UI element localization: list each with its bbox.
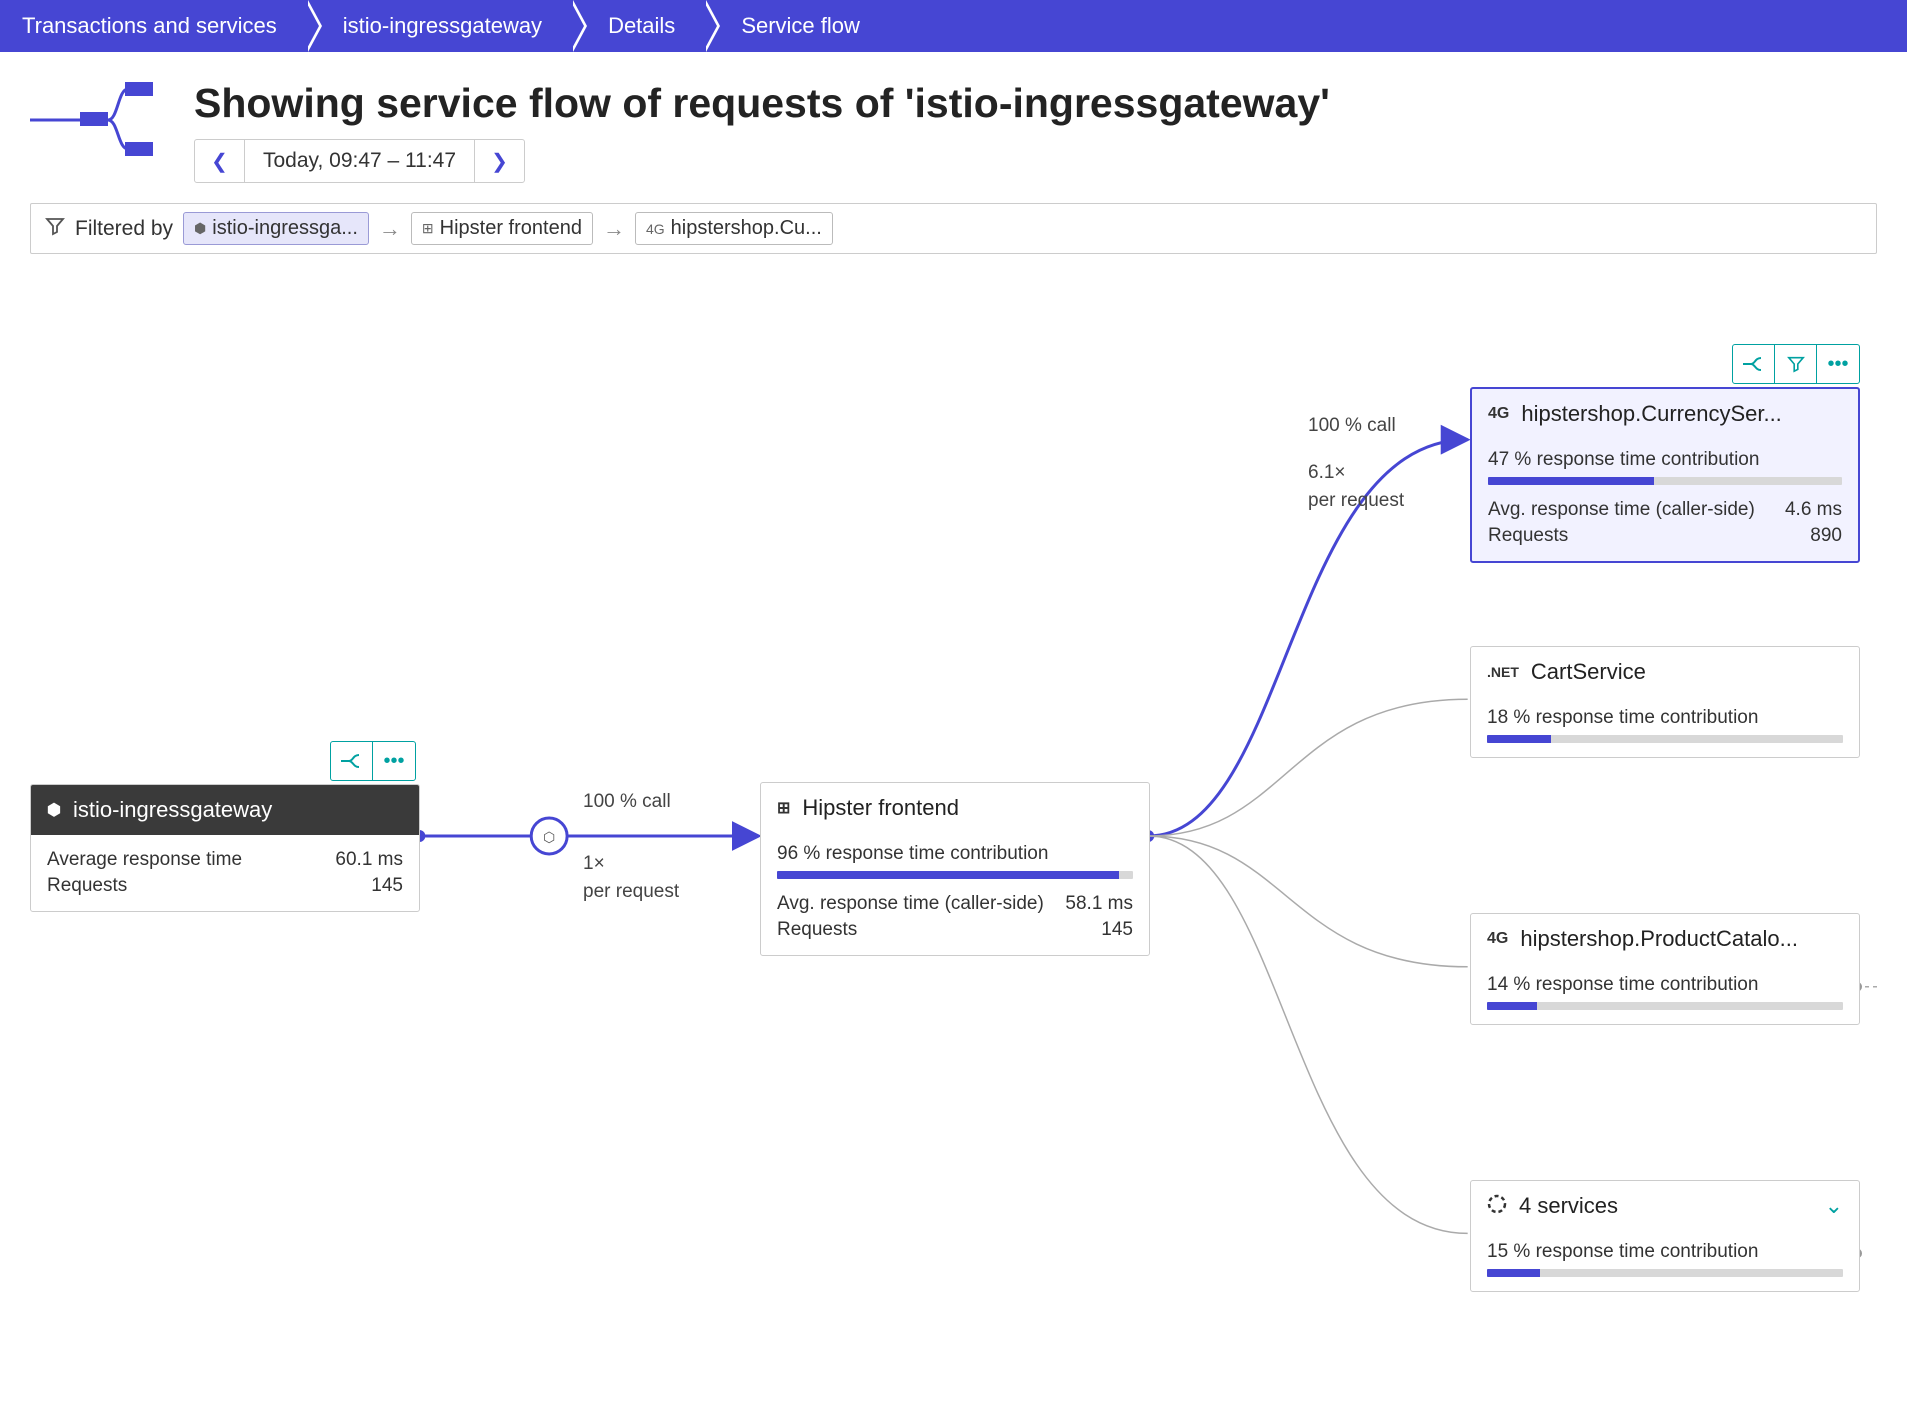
group-icon <box>1487 1194 1507 1219</box>
breadcrumb-item[interactable]: Transactions and services <box>0 0 305 52</box>
node-toolbar: ••• <box>330 741 416 781</box>
grpc-icon: 4G <box>646 221 665 237</box>
svg-text:⬡: ⬡ <box>543 829 555 845</box>
service-node-frontend[interactable]: ⊞ Hipster frontend 96 % response time co… <box>760 782 1150 956</box>
edge-label: 100 % call <box>583 788 671 816</box>
service-flow-canvas[interactable]: ⬡ 100 % call 1× per request 100 % call 6… <box>30 284 1877 1414</box>
flow-toggle-button[interactable] <box>331 742 373 780</box>
node-header: ⬢ istio-ingressgateway <box>31 785 419 835</box>
envoy-icon: ⬢ <box>47 800 61 820</box>
contribution-bar <box>1487 1002 1843 1010</box>
grpc-icon: 4G <box>1487 930 1508 948</box>
flow-toggle-button[interactable] <box>1733 345 1775 383</box>
filter-chip[interactable]: ⬢ istio-ingressga... <box>183 212 369 245</box>
filter-button[interactable] <box>1775 345 1817 383</box>
service-node-root[interactable]: ⬢ istio-ingressgateway Average response … <box>30 784 420 912</box>
node-header: 4G hipstershop.CurrencySer... <box>1472 389 1858 439</box>
service-node-group[interactable]: 4 services ⌄ 15 % response time contribu… <box>1470 1180 1860 1292</box>
envoy-icon: ⬢ <box>194 220 206 237</box>
time-next-button[interactable]: ❯ <box>474 140 524 182</box>
service-node-catalog[interactable]: 4G hipstershop.ProductCatalo... 14 % res… <box>1470 913 1860 1025</box>
more-button[interactable]: ••• <box>373 742 415 780</box>
grpc-icon: 4G <box>1488 405 1509 423</box>
filter-icon <box>45 216 65 242</box>
time-range-label[interactable]: Today, 09:47 – 11:47 <box>245 140 474 182</box>
contribution-bar <box>1487 1269 1843 1277</box>
service-flow-icon <box>30 80 160 160</box>
contribution-bar <box>1488 477 1842 485</box>
service-node-cart[interactable]: .NET CartService 18 % response time cont… <box>1470 646 1860 758</box>
node-header: 4 services ⌄ <box>1471 1181 1859 1231</box>
time-range-picker[interactable]: ❮ Today, 09:47 – 11:47 ❯ <box>194 139 525 183</box>
node-header: ⊞ Hipster frontend <box>761 783 1149 833</box>
more-button[interactable]: ••• <box>1817 345 1859 383</box>
go-icon: ⊞ <box>777 798 790 818</box>
node-header: .NET CartService <box>1471 647 1859 697</box>
node-toolbar: ••• <box>1732 344 1860 384</box>
service-node-currency[interactable]: 4G hipstershop.CurrencySer... 47 % respo… <box>1470 387 1860 563</box>
breadcrumb-item[interactable]: istio-ingressgateway <box>305 0 570 52</box>
breadcrumb-item[interactable]: Service flow <box>703 0 888 52</box>
node-header: 4G hipstershop.ProductCatalo... <box>1471 914 1859 964</box>
breadcrumb-bar: Transactions and services istio-ingressg… <box>0 0 1907 52</box>
page-title: Showing service flow of requests of 'ist… <box>194 80 1330 127</box>
chevron-right-icon: → <box>379 216 401 242</box>
contribution-bar <box>777 871 1133 879</box>
filter-bar: Filtered by ⬢ istio-ingressga... → ⊞ Hip… <box>30 203 1877 254</box>
edge-label: 6.1× per request <box>1308 459 1404 514</box>
time-prev-button[interactable]: ❮ <box>195 140 245 182</box>
page-header: Showing service flow of requests of 'ist… <box>0 52 1907 203</box>
go-icon: ⊞ <box>422 220 434 237</box>
breadcrumb-item[interactable]: Details <box>570 0 703 52</box>
filter-chip[interactable]: ⊞ Hipster frontend <box>411 212 593 245</box>
expand-group-button[interactable]: ⌄ <box>1825 1193 1843 1219</box>
chevron-right-icon: → <box>603 216 625 242</box>
edge-label: 100 % call <box>1308 412 1396 440</box>
dotnet-icon: .NET <box>1487 664 1519 680</box>
contribution-bar <box>1487 735 1843 743</box>
edge-label: 1× per request <box>583 850 679 905</box>
filter-label: Filtered by <box>75 217 173 241</box>
filter-chip[interactable]: 4G hipstershop.Cu... <box>635 212 833 245</box>
